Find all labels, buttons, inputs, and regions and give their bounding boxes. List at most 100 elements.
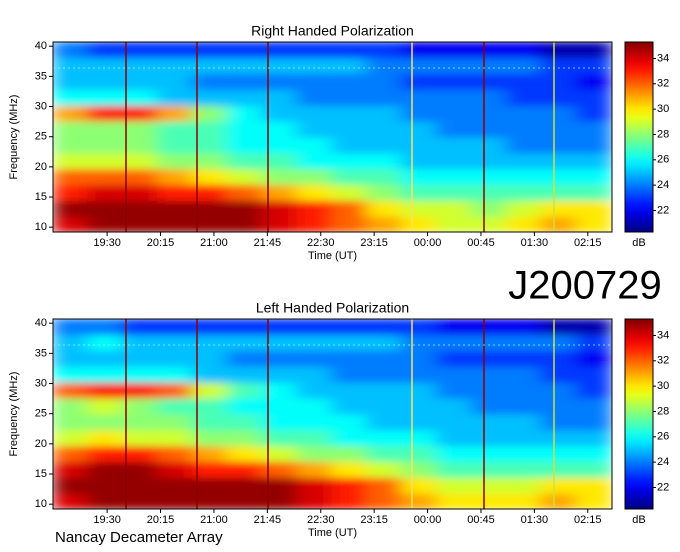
heatmap (53, 42, 612, 232)
heatmap-cell (156, 460, 193, 478)
heatmap-cell (435, 72, 472, 90)
heatmap-cell (156, 397, 193, 415)
heatmap-cell (435, 476, 472, 494)
heatmap-cell (296, 152, 333, 170)
heatmap-cell (226, 104, 263, 122)
heatmap-cell (401, 445, 437, 462)
heatmap-cell (575, 152, 612, 170)
heatmap-cell (575, 429, 612, 447)
heatmap-cell (87, 413, 123, 431)
heatmap-cell (191, 413, 228, 431)
heatmap-cell (505, 88, 542, 106)
heatmap-cell (121, 168, 158, 185)
heatmap-cell (331, 215, 368, 232)
heatmap-cell (156, 492, 193, 509)
heatmap-cell (156, 215, 193, 232)
heatmap-cell (435, 120, 472, 138)
heatmap-cell (401, 397, 437, 415)
heatmap-cell (575, 460, 612, 478)
heatmap-cell (575, 413, 612, 431)
y-tick-label: 40 (35, 317, 47, 329)
heatmap-cell (226, 381, 263, 399)
heatmap-cell (121, 72, 158, 90)
heatmap-cell (470, 460, 507, 478)
heatmap-cell (366, 319, 403, 336)
colorbar-tick-label: 30 (657, 103, 669, 115)
heatmap-cell (401, 57, 437, 74)
heatmap-cell (53, 381, 89, 399)
heatmap-cell (87, 183, 123, 201)
heatmap-cell (470, 492, 507, 509)
heatmap-cell (296, 199, 333, 217)
heatmap-cell (401, 199, 437, 217)
heatmap-cell (401, 460, 437, 478)
heatmap-cell (366, 215, 403, 232)
heatmap-cell (435, 42, 472, 59)
colorbar-tick-label: 26 (657, 154, 669, 166)
heatmap-cell (505, 319, 542, 336)
heatmap-cell (575, 492, 612, 509)
heatmap-cell (435, 381, 472, 399)
heatmap-cell (401, 168, 437, 185)
x-tick-label: 02:15 (574, 514, 602, 526)
heatmap-cell (87, 120, 123, 138)
heatmap-cell (121, 460, 158, 478)
chart-title: Left Handed Polarization (256, 300, 409, 316)
heatmap-cell (156, 42, 193, 59)
heatmap-cell (505, 460, 542, 478)
heatmap-cell (261, 120, 298, 138)
heatmap-cell (53, 334, 89, 351)
x-tick-label: 00:00 (414, 514, 442, 526)
heatmap-cell (87, 136, 123, 154)
heatmap-cell (366, 334, 403, 351)
heatmap-cell (226, 57, 263, 74)
heatmap-cell (575, 381, 612, 399)
heatmap-cell (470, 445, 507, 462)
heatmap-cell (156, 445, 193, 462)
heatmap-cell (435, 492, 472, 509)
heatmap-cell (87, 42, 123, 59)
heatmap-cell (331, 199, 368, 217)
heatmap-cell (435, 88, 472, 106)
heatmap-cell (261, 72, 298, 90)
heatmap-cell (331, 349, 368, 367)
heatmap-cell (261, 413, 298, 431)
heatmap-cell (191, 429, 228, 447)
heatmap-cell (296, 397, 333, 415)
heatmap-cell (366, 460, 403, 478)
heatmap-cell (191, 72, 228, 90)
heatmap-cell (575, 88, 612, 106)
heatmap-cell (121, 136, 158, 154)
heatmap-cell (261, 319, 298, 336)
heatmap-cell (470, 120, 507, 138)
heatmap-cell (470, 397, 507, 415)
heatmap-cell (401, 104, 437, 122)
heatmap-cell (540, 72, 577, 90)
heatmap-cell (226, 120, 263, 138)
heatmap-cell (540, 136, 577, 154)
heatmap-cell (296, 413, 333, 431)
heatmap-cell (366, 88, 403, 106)
heatmap-cell (435, 445, 472, 462)
heatmap-cell (470, 152, 507, 170)
colorbar-tick-label: 32 (657, 78, 669, 90)
heatmap-cell (470, 42, 507, 59)
heatmap-cell (261, 152, 298, 170)
heatmap-cell (87, 199, 123, 217)
heatmap-cell (505, 168, 542, 185)
heatmap-cell (121, 319, 158, 336)
heatmap-cell (261, 104, 298, 122)
heatmap-cell (53, 183, 89, 201)
x-tick-label: 21:00 (200, 237, 228, 249)
heatmap-cell (296, 183, 333, 201)
heatmap-cell (53, 120, 89, 138)
heatmap-cell (540, 381, 577, 399)
heatmap-cell (53, 476, 89, 494)
heatmap-cell (331, 492, 368, 509)
x-tick-label: 19:30 (93, 237, 121, 249)
heatmap-cell (366, 476, 403, 494)
heatmap-cell (401, 334, 437, 351)
heatmap-cell (156, 104, 193, 122)
x-tick-label: 21:45 (254, 237, 282, 249)
heatmap-cell (331, 42, 368, 59)
